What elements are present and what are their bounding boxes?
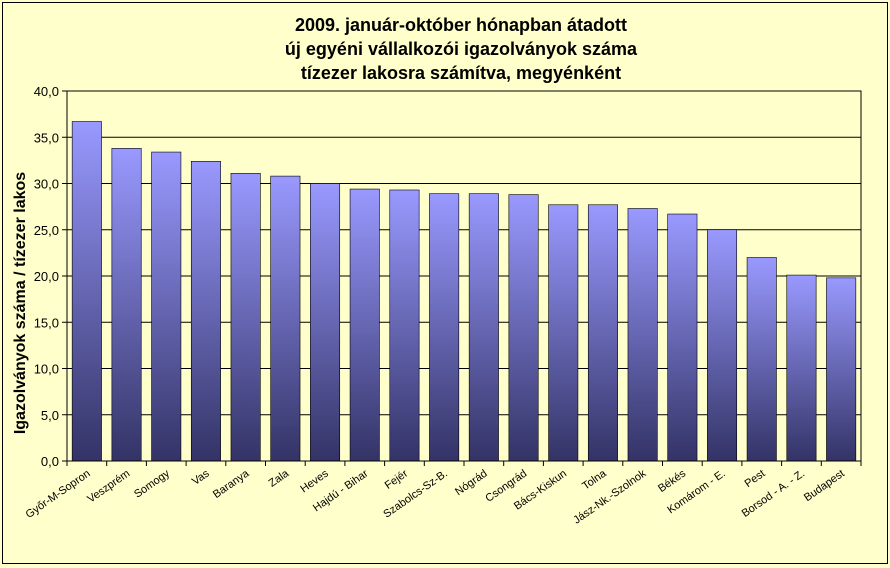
bar [270, 175, 301, 462]
bar [786, 274, 817, 462]
y-tick-label: 40,0 [34, 84, 59, 99]
bar [627, 208, 658, 462]
y-tick-label: 10,0 [34, 362, 59, 377]
x-tick-label: Somogy [132, 467, 172, 500]
chart-title-line-3: tízezer lakosra számítva, megyénként [301, 63, 621, 83]
bar [548, 204, 579, 462]
bars [71, 121, 857, 462]
y-tick-label: 5,0 [41, 408, 59, 423]
y-tick-label: 20,0 [34, 269, 59, 284]
bar [508, 194, 539, 462]
x-tick-label: Baranya [211, 467, 252, 501]
bar [71, 121, 102, 462]
chart-title-line-2: új egyéni vállalkozói igazolványok száma [285, 39, 638, 59]
bar [190, 161, 221, 462]
bar [587, 204, 618, 462]
x-tick-label: Zala [267, 467, 292, 490]
x-tick-label: Tolna [580, 467, 609, 492]
x-tick-label: Vas [190, 467, 212, 488]
bar [707, 229, 738, 462]
bar [389, 189, 420, 462]
bar [230, 173, 261, 462]
chart-title: 2009. január-október hónapban átadott új… [285, 15, 638, 83]
bar [429, 193, 460, 462]
bar [667, 213, 698, 462]
y-tick-label: 35,0 [34, 130, 59, 145]
plot-area-border [66, 90, 862, 462]
x-tick-label: Jász-Nk.-Szolnok [571, 467, 648, 526]
y-tick-label: 0,0 [41, 454, 59, 469]
x-tick-label: Veszprém [85, 468, 132, 506]
bar [151, 151, 182, 462]
y-tick-label: 15,0 [34, 315, 59, 330]
x-tick-label: Budapest [802, 468, 847, 504]
axes [66, 90, 862, 462]
bar [310, 183, 341, 462]
y-tick-label: 30,0 [34, 177, 59, 192]
chart-title-line-1: 2009. január-október hónapban átadott [295, 15, 627, 35]
gridlines [67, 90, 861, 416]
x-tick-label: Békés [656, 467, 688, 495]
bar [349, 188, 380, 462]
bar-chart: 2009. január-október hónapban átadott új… [12, 15, 862, 527]
y-axis-label: Igazolványok száma / tízezer lakos [12, 172, 29, 434]
x-tick-label: Heves [298, 467, 331, 495]
bar [111, 148, 142, 462]
bar [468, 193, 499, 462]
x-tick-label: Fejér [383, 467, 411, 491]
bar [826, 277, 857, 462]
y-tick-label: 25,0 [34, 223, 59, 238]
x-tick-label: Győr-M-Sopron [24, 468, 93, 521]
y-axis-ticks: 0,0 5,0 10,0 15,0 20,0 25,0 30,0 35,0 40,0 [34, 84, 67, 469]
bar [746, 257, 777, 462]
x-tick-label: Pest [743, 468, 768, 490]
